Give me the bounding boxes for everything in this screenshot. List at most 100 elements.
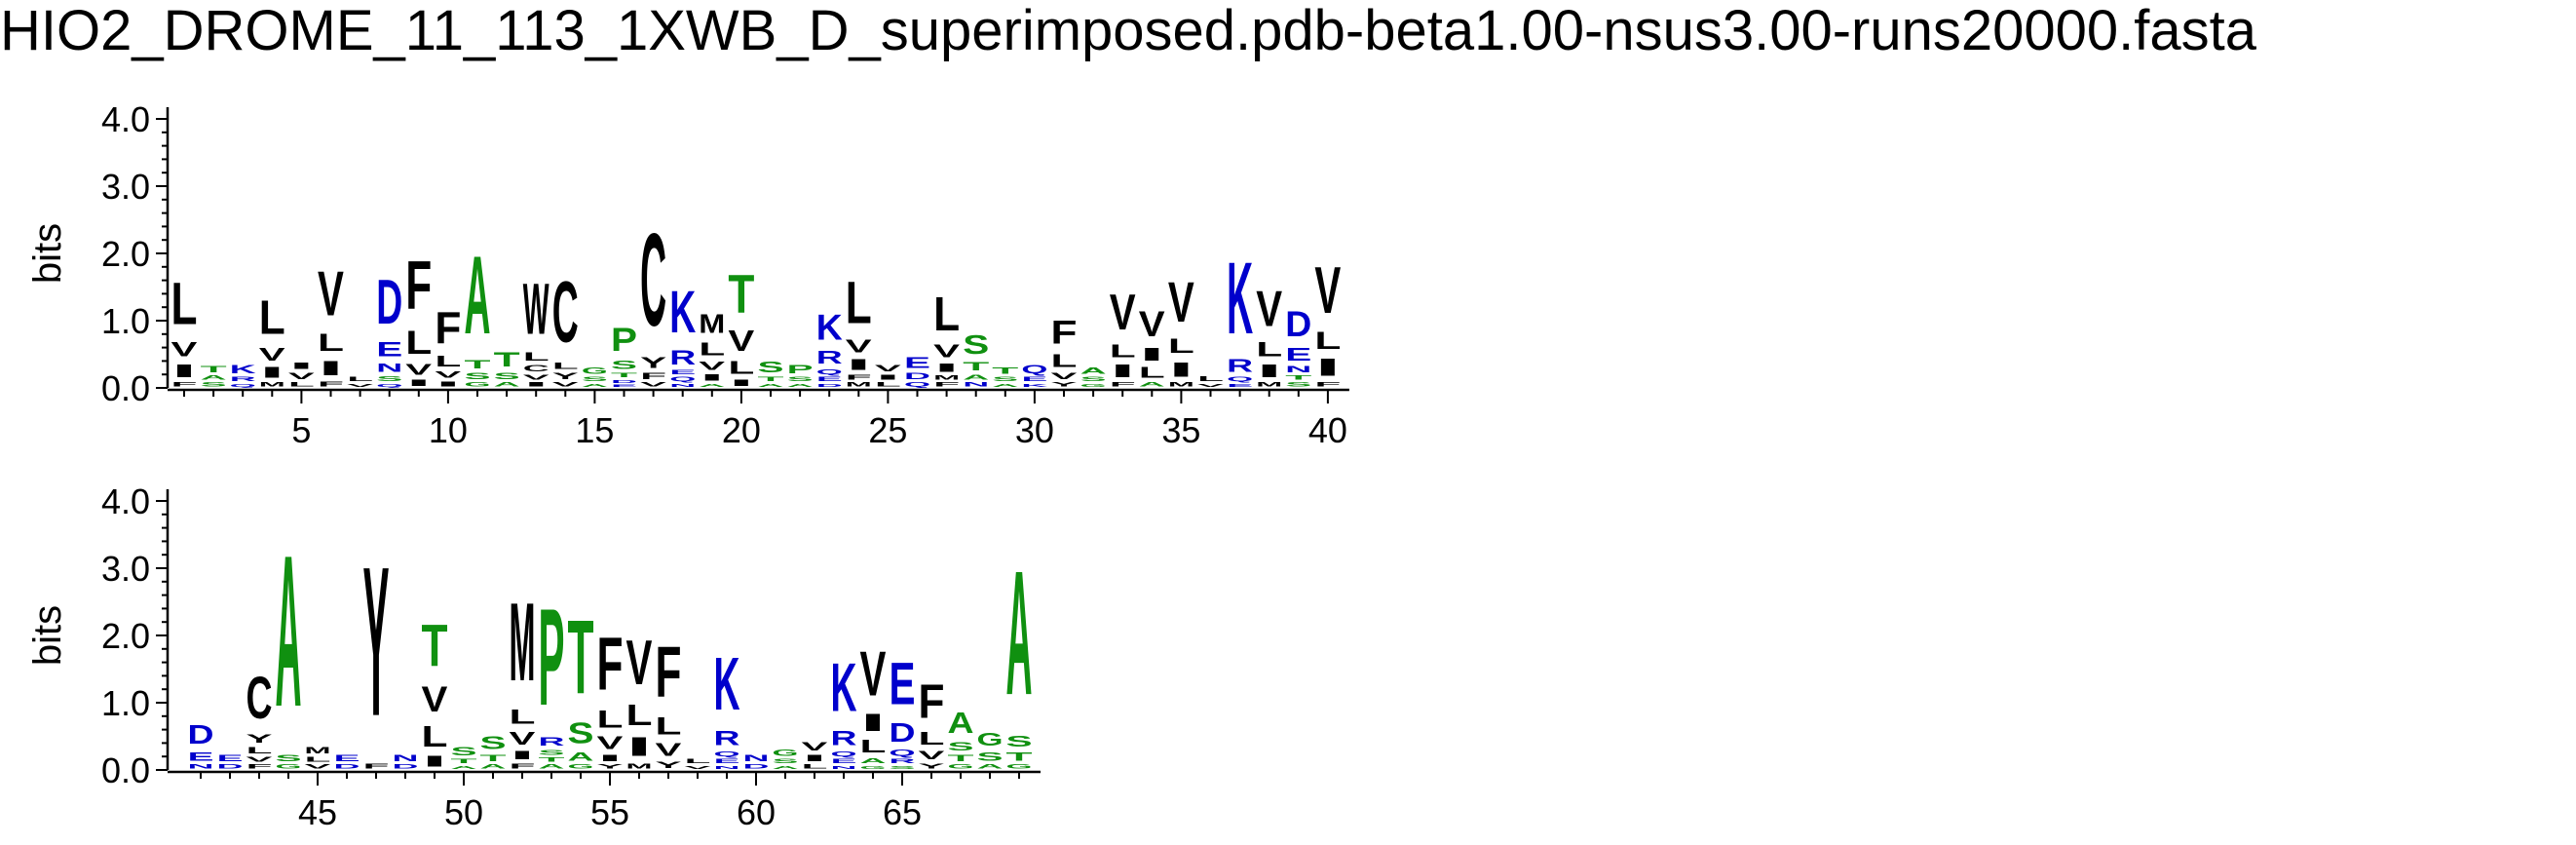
logo-letter-A: A xyxy=(465,232,491,357)
logo-letter-I: I xyxy=(259,365,285,381)
logo-letter-E: E xyxy=(1021,376,1047,383)
logo-letter-D: D xyxy=(816,382,843,388)
logo-letter-A: A xyxy=(568,749,594,763)
logo-letter-R: R xyxy=(669,346,696,369)
logo-letter-C: C xyxy=(246,665,273,732)
logo-letter-A: A xyxy=(977,763,1004,770)
logo-letter-A: A xyxy=(773,764,799,770)
logo-letter-L: L xyxy=(318,329,344,357)
logo-letter-I: I xyxy=(728,378,754,388)
logo-letter-R: R xyxy=(714,726,740,749)
logo-letter-N: N xyxy=(376,361,402,374)
logo-letter-N: N xyxy=(743,753,770,764)
logo-letter-A: A xyxy=(451,764,477,770)
logo-letter-D: D xyxy=(611,378,637,384)
logo-letter-F: F xyxy=(656,632,682,712)
logo-letter-D: D xyxy=(217,763,244,770)
logo-letter-K: K xyxy=(1021,382,1047,388)
logo-letter-C: C xyxy=(552,263,579,361)
logo-letter-P: P xyxy=(539,581,565,735)
x-tick-label: 50 xyxy=(444,792,483,832)
logo-column-42: DE xyxy=(217,753,244,770)
logo-letter-D: D xyxy=(393,763,419,770)
logo-letter-A: A xyxy=(494,381,520,388)
logo-letter-M: M xyxy=(846,381,872,388)
logo-letter-R: R xyxy=(816,348,843,368)
logo-letter-S: S xyxy=(582,376,608,383)
logo-letter-I: I xyxy=(1256,361,1282,381)
logo-letter-V: V xyxy=(846,336,872,357)
logo-letter-S: S xyxy=(451,745,477,758)
logo-letter-Q: Q xyxy=(230,383,256,388)
logo-letter-I: I xyxy=(699,372,725,382)
logo-letter-I: I xyxy=(933,361,960,374)
logo-letter-V: V xyxy=(305,763,332,770)
logo-letter-A: A xyxy=(1139,381,1165,388)
logo-letter-R: R xyxy=(539,735,565,749)
logo-letter-A: A xyxy=(963,373,989,381)
logo-letter-I: I xyxy=(1314,355,1341,381)
logo-letter-I: I xyxy=(802,753,828,763)
logo-letter-I: I xyxy=(435,380,461,388)
logo-letter-L: L xyxy=(305,755,331,763)
logo-letter-K: K xyxy=(230,363,256,376)
y-tick-label: 2.0 xyxy=(101,616,150,656)
logo-letter-L: L xyxy=(656,712,682,740)
logo-letter-L: L xyxy=(875,381,901,388)
logo-letter-D: D xyxy=(1285,303,1311,344)
logo-letter-A: A xyxy=(201,374,227,381)
logo-letter-T: T xyxy=(963,360,989,373)
logo-column-50: ATS xyxy=(451,745,477,770)
logo-letter-F: F xyxy=(1051,314,1078,351)
logo-letter-E: E xyxy=(831,758,857,765)
logo-letter-Y: Y xyxy=(597,763,624,770)
logo-letter-E: E xyxy=(816,376,843,383)
logo-letter-Y: Y xyxy=(552,371,580,381)
logo-letter-Q: Q xyxy=(714,749,740,757)
logo-letter-T: T xyxy=(1006,749,1033,763)
logo-letter-S: S xyxy=(201,381,227,388)
logo-letter-T: T xyxy=(465,358,491,371)
logo-letter-W: W xyxy=(523,268,549,349)
logo-letter-L: L xyxy=(699,339,725,360)
logo-letter-C: C xyxy=(523,363,549,373)
logo-letter-N: N xyxy=(831,764,857,770)
logo-letter-F: F xyxy=(846,373,872,381)
logo-column-58: VL xyxy=(685,757,711,770)
logo-letter-M: M xyxy=(305,746,331,755)
logo-letter-N: N xyxy=(963,381,989,388)
logo-column-60: DN xyxy=(743,753,770,770)
x-tick-label: 55 xyxy=(590,792,629,832)
logo-letter-V: V xyxy=(597,733,624,753)
logo-letter-S: S xyxy=(963,330,989,360)
logo-letter-V: V xyxy=(1256,281,1282,337)
logo-letter-V: V xyxy=(1110,284,1136,340)
logo-letter-L: L xyxy=(1256,338,1282,362)
logo-letter-V: V xyxy=(1197,383,1224,388)
logo-letter-V: V xyxy=(318,259,344,329)
logo-letter-K: K xyxy=(669,278,696,345)
logo-letter-E: E xyxy=(669,369,696,376)
logo-letter-V: V xyxy=(802,740,828,753)
logo-column-25: LIV xyxy=(875,364,902,388)
logo-letter-T: T xyxy=(451,757,477,764)
logo-letter-L: L xyxy=(435,353,461,369)
logo-letter-G: G xyxy=(977,730,1004,750)
logo-letter-I: I xyxy=(422,753,448,770)
logo-letter-L: L xyxy=(919,728,945,749)
logo-letter-V: V xyxy=(347,383,373,388)
logo-letter-I: I xyxy=(288,361,315,370)
logo-letter-S: S xyxy=(539,749,565,756)
logo-letter-M: M xyxy=(699,310,725,339)
logo-letter-D: D xyxy=(904,371,930,382)
y-axis-label: bits xyxy=(26,223,69,284)
logo-letter-I: I xyxy=(860,710,887,736)
